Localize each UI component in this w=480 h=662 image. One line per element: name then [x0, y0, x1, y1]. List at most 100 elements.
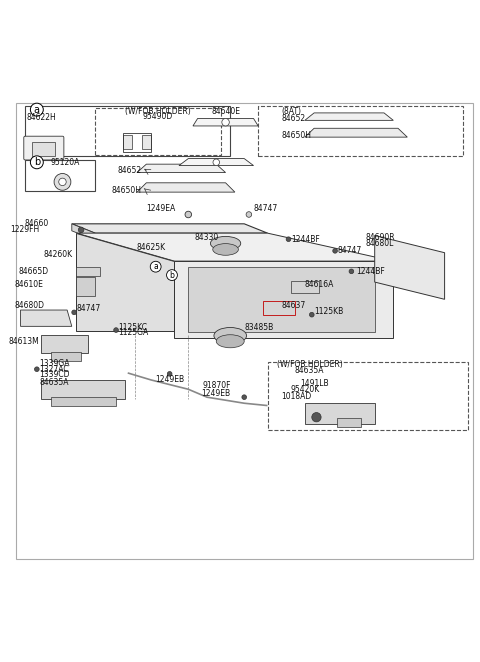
Bar — [25, 160, 95, 191]
Text: 1125KB: 1125KB — [314, 307, 343, 316]
Polygon shape — [76, 233, 393, 261]
Ellipse shape — [213, 244, 239, 256]
Polygon shape — [137, 164, 226, 173]
Text: 84613M: 84613M — [9, 337, 39, 346]
Text: 84610E: 84610E — [15, 280, 44, 289]
Text: (W/FOB HOLDER): (W/FOB HOLDER) — [125, 107, 191, 116]
Polygon shape — [375, 236, 444, 299]
Text: 1339CD: 1339CD — [39, 370, 70, 379]
Text: b: b — [34, 158, 40, 167]
Bar — [305, 403, 375, 424]
Ellipse shape — [216, 335, 244, 348]
Text: 84680L: 84680L — [365, 239, 394, 248]
Text: 84652: 84652 — [281, 114, 306, 123]
Text: 1125KC: 1125KC — [119, 323, 147, 332]
Circle shape — [349, 269, 354, 273]
Text: 84635A: 84635A — [295, 365, 324, 375]
Polygon shape — [305, 113, 393, 120]
Bar — [123, 135, 132, 149]
Bar — [267, 362, 468, 430]
Text: 1491LB: 1491LB — [300, 379, 329, 388]
Bar — [25, 106, 230, 156]
Text: 1249EA: 1249EA — [146, 204, 175, 213]
Text: 95120A: 95120A — [50, 158, 80, 167]
Ellipse shape — [214, 328, 247, 344]
Circle shape — [185, 211, 192, 218]
Bar — [263, 301, 296, 314]
Text: 84747: 84747 — [253, 204, 278, 213]
Text: 1244BF: 1244BF — [291, 235, 320, 244]
Circle shape — [114, 328, 119, 332]
Text: a: a — [34, 105, 40, 115]
Text: 95490D: 95490D — [143, 112, 173, 121]
Ellipse shape — [210, 236, 240, 250]
Polygon shape — [72, 224, 267, 233]
Text: 84260K: 84260K — [43, 250, 72, 259]
Bar — [337, 418, 360, 426]
Circle shape — [286, 237, 291, 242]
Text: 84625K: 84625K — [136, 242, 166, 252]
Text: 1249EB: 1249EB — [202, 389, 231, 399]
Bar — [51, 352, 81, 361]
Bar — [258, 106, 463, 156]
Circle shape — [246, 212, 252, 217]
Circle shape — [72, 310, 76, 314]
Circle shape — [54, 173, 71, 190]
Text: a: a — [153, 262, 158, 271]
Text: 1229FH: 1229FH — [10, 225, 39, 234]
Text: 1249EB: 1249EB — [155, 375, 184, 384]
Circle shape — [213, 159, 219, 166]
Polygon shape — [72, 224, 95, 240]
Polygon shape — [174, 261, 393, 338]
Text: 84652: 84652 — [118, 166, 142, 175]
Circle shape — [222, 118, 229, 126]
Bar — [51, 397, 116, 406]
Text: 84622H: 84622H — [26, 113, 56, 122]
Bar — [32, 142, 56, 156]
Text: (8AT): (8AT) — [281, 107, 301, 116]
Text: 84690R: 84690R — [365, 233, 395, 242]
Circle shape — [310, 312, 314, 317]
Bar — [123, 133, 151, 152]
Text: 1125GA: 1125GA — [119, 328, 149, 338]
Text: 84680D: 84680D — [15, 301, 45, 310]
Polygon shape — [137, 183, 235, 192]
Bar — [76, 277, 95, 296]
Text: 1339GA: 1339GA — [39, 359, 70, 368]
Text: b: b — [169, 271, 174, 279]
Circle shape — [78, 227, 84, 232]
Text: 84747: 84747 — [76, 304, 101, 313]
Circle shape — [333, 248, 337, 253]
FancyBboxPatch shape — [24, 136, 64, 160]
Text: (W/FOB HOLDER): (W/FOB HOLDER) — [276, 360, 342, 369]
Bar — [76, 267, 100, 276]
Polygon shape — [193, 118, 258, 126]
Bar — [291, 281, 319, 293]
Text: 84665D: 84665D — [18, 267, 48, 276]
Text: 1327AC: 1327AC — [39, 365, 69, 374]
Polygon shape — [188, 267, 375, 332]
Circle shape — [168, 371, 172, 376]
Text: 84650H: 84650H — [112, 186, 142, 195]
Bar — [41, 380, 125, 399]
Circle shape — [312, 412, 321, 422]
Text: 83485B: 83485B — [244, 323, 274, 332]
Polygon shape — [305, 128, 408, 137]
Circle shape — [35, 367, 39, 371]
Text: 84330: 84330 — [195, 233, 219, 242]
Text: 95420K: 95420K — [291, 385, 320, 394]
Text: 1018AD: 1018AD — [281, 392, 312, 401]
Polygon shape — [179, 159, 253, 166]
Text: 84747: 84747 — [337, 246, 361, 256]
Text: 84616A: 84616A — [305, 280, 334, 289]
Circle shape — [242, 395, 247, 399]
Bar — [142, 135, 151, 149]
Text: 84635A: 84635A — [39, 378, 69, 387]
Text: 91870F: 91870F — [202, 381, 230, 389]
Text: 84640E: 84640E — [211, 107, 240, 116]
Text: 84637: 84637 — [281, 301, 306, 310]
Text: 1244BF: 1244BF — [356, 267, 385, 276]
Polygon shape — [76, 233, 174, 331]
Circle shape — [59, 178, 66, 185]
Bar — [95, 109, 221, 155]
